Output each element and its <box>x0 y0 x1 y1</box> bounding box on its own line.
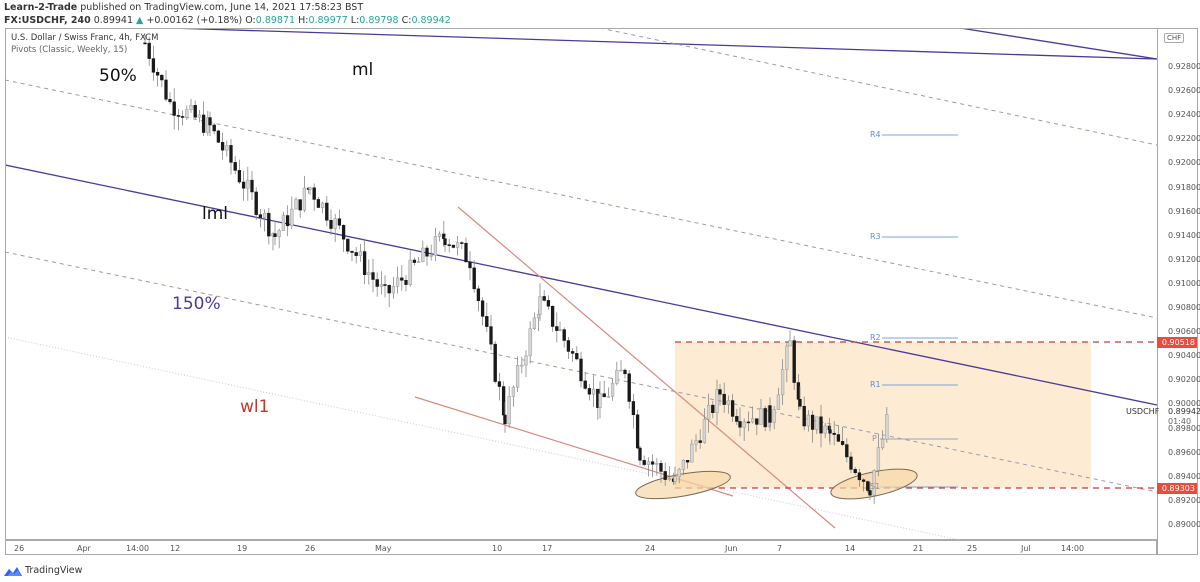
chart-legend-title: U.S. Dollar / Swiss Franc, 4h, FXCM <box>11 33 159 43</box>
time-tick: 17 <box>542 544 553 553</box>
annotation-wl1: wl1 <box>240 397 270 417</box>
high-value: 0.89977 <box>308 15 348 26</box>
symbol-label: FX:USDCHF, 240 <box>4 15 91 26</box>
price-tick: 0.90400 <box>1168 351 1200 361</box>
time-tick: 26 <box>14 544 25 553</box>
pivot-r3-label: R3 <box>870 232 881 241</box>
annotation-lml: lml <box>202 204 229 224</box>
currency-badge[interactable]: CHF <box>1164 33 1185 43</box>
current-price-label: 0.89942 <box>1168 407 1200 416</box>
current-symbol-label: USDCHF <box>1126 407 1160 416</box>
time-tick: Apr <box>77 544 91 553</box>
time-tick: 24 <box>645 544 656 553</box>
price-change: +0.00162 (+0.18%) <box>146 15 243 26</box>
price-tick: 0.90200 <box>1168 375 1200 385</box>
time-tick: Jun <box>725 544 738 553</box>
open-value: 0.89871 <box>255 15 296 26</box>
resistance-price-badge: 0.90518 <box>1157 337 1197 348</box>
price-tick: 0.90600 <box>1168 327 1200 337</box>
close-value: 0.89942 <box>411 15 451 26</box>
pitchfork-wl1-line[interactable] <box>5 336 961 540</box>
time-tick: 19 <box>237 544 248 553</box>
price-tick: 0.92800 <box>1168 62 1200 71</box>
time-tick: 25 <box>967 544 978 553</box>
price-tick: 0.89800 <box>1168 423 1200 433</box>
pivot-p-label: P <box>872 434 877 443</box>
up-arrow-icon: ▲ <box>136 15 144 26</box>
pivot-s1-label: S1 <box>870 482 881 491</box>
price-tick: 0.90800 <box>1168 303 1200 312</box>
trendline-down[interactable] <box>457 206 836 529</box>
pitchfork-top[interactable] <box>960 28 1157 60</box>
price-tick: 0.92000 <box>1168 158 1200 168</box>
pitchfork-upper-dashed[interactable] <box>600 28 1157 146</box>
pivot-r2-label: R2 <box>870 333 881 342</box>
price-tick: 0.91600 <box>1168 206 1200 216</box>
symbol-info: FX:USDCHF, 240 0.89941 ▲ +0.00162 (+0.18… <box>4 15 451 26</box>
time-tick: May <box>375 544 392 553</box>
time-tick: 14 <box>845 544 856 553</box>
price-tick: 0.91000 <box>1168 278 1200 288</box>
low-ellipse-left[interactable] <box>634 466 732 504</box>
pivot-r1-label: R1 <box>870 380 881 389</box>
pivot-r4-label: R4 <box>870 130 881 139</box>
price-tick: 0.90000 <box>1168 399 1200 409</box>
last-price: 0.89941 <box>93 15 134 26</box>
published-text: published on TradingView.com, June 14, 2… <box>80 2 364 13</box>
annotation-ml: ml <box>352 60 374 80</box>
time-tick: 14:00 <box>126 544 150 553</box>
support-price-badge: 0.89303 <box>1157 483 1197 494</box>
range-box[interactable] <box>675 342 1091 488</box>
price-tick: 0.91200 <box>1168 254 1200 264</box>
time-axis[interactable] <box>5 540 1157 555</box>
bar-countdown: 01:40 <box>1168 417 1192 426</box>
close-label: C: <box>401 15 412 26</box>
indicator-legend[interactable]: Pivots (Classic, Weekly, 15) <box>11 45 128 55</box>
price-tick: 0.89400 <box>1168 471 1200 481</box>
tradingview-logo-icon <box>4 566 22 576</box>
time-tick: 21 <box>913 544 924 553</box>
low-value: 0.89798 <box>359 15 399 26</box>
publish-info: Learn-2-Trade published on TradingView.c… <box>4 2 363 13</box>
high-label: H: <box>298 15 309 26</box>
time-tick: 10 <box>492 544 503 553</box>
chart-pane[interactable] <box>5 28 1157 540</box>
publisher-name: Learn-2-Trade <box>4 2 78 13</box>
tradingview-brand-text: TradingView <box>25 565 83 576</box>
price-tick: 0.89000 <box>1168 519 1200 529</box>
time-tick: 14:00 <box>1061 544 1085 553</box>
price-tick: 0.89200 <box>1168 495 1200 505</box>
annotation-50pct: 50% <box>99 66 137 86</box>
price-tick: 0.91400 <box>1168 230 1200 240</box>
time-tick: 12 <box>170 544 181 553</box>
price-tick: 0.92200 <box>1168 134 1200 144</box>
open-label: O: <box>245 15 256 26</box>
pitchfork-ml-upper[interactable] <box>170 28 1157 60</box>
time-tick: 7 <box>777 544 783 553</box>
tradingview-brand[interactable]: TradingView <box>4 565 82 576</box>
price-tick: 0.92600 <box>1168 86 1200 96</box>
candlestick-series <box>143 34 889 504</box>
low-label: L: <box>350 15 360 26</box>
annotation-150pct: 150% <box>172 294 221 314</box>
pitchfork-lml-line[interactable] <box>5 164 1157 406</box>
price-tick: 0.91800 <box>1168 182 1200 192</box>
price-tick: 0.92400 <box>1168 110 1200 120</box>
time-tick: Jul <box>1021 544 1031 553</box>
time-tick: 26 <box>305 544 316 553</box>
price-axis[interactable] <box>1157 28 1198 555</box>
price-tick: 0.89600 <box>1168 447 1200 457</box>
